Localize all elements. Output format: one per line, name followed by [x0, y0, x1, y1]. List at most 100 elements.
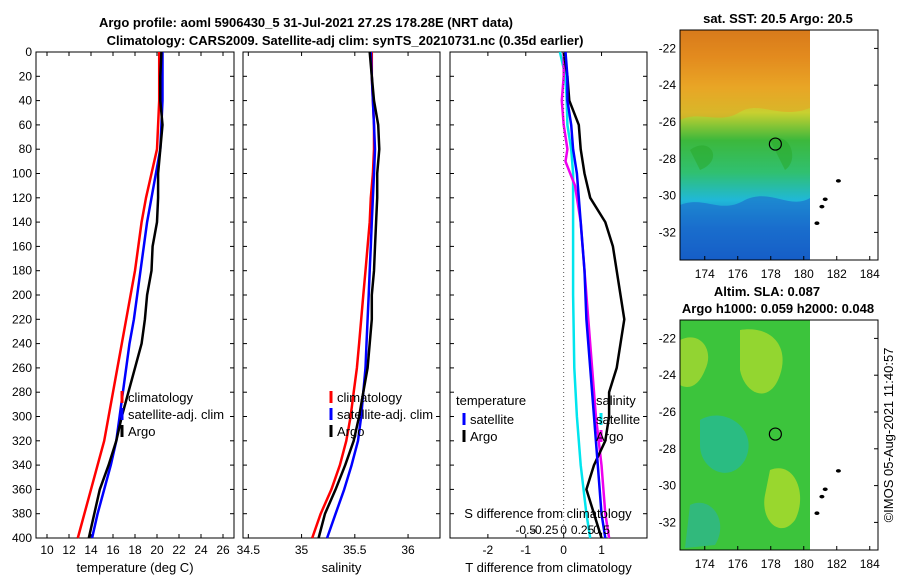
temperature-xtick-label: 12	[62, 543, 76, 557]
sla-map-title-2: Argo h1000: 0.059 h2000: 0.048	[682, 301, 874, 316]
island-mark	[814, 511, 820, 515]
depth-tick-label: 180	[12, 264, 32, 278]
sst_map-ytick-label: -28	[659, 152, 677, 166]
sla_map-xtick-label: 178	[761, 557, 781, 571]
sla_map-ytick-label: -26	[659, 405, 677, 419]
temperature-series-climatology	[76, 52, 161, 539]
depth-tick-label: 380	[12, 507, 32, 521]
sla_map-ytick-label: -24	[659, 368, 677, 382]
salinity-xtick-label: 36	[401, 543, 415, 557]
sla-land-area	[810, 320, 878, 550]
temperature-series-argo	[87, 51, 164, 539]
legend-label: Argo	[596, 429, 623, 444]
sla-map-title-1: Altim. SLA: 0.087	[714, 284, 820, 299]
differences-series-s-argo	[564, 51, 607, 539]
sla_map-xtick-label: 174	[695, 557, 715, 571]
sla_map-xtick-label: 176	[728, 557, 748, 571]
sla_map-frame	[679, 319, 879, 551]
depth-tick-label: 60	[19, 118, 33, 132]
timestamp-footer: ©IMOS 05-Aug-2021 11:40:57	[881, 348, 896, 523]
sla_map-ytick-label: -32	[659, 515, 677, 529]
figure-title-line-1: Argo profile: aoml 5906430_5 31-Jul-2021…	[99, 15, 513, 30]
temperature-xtick-label: 22	[172, 543, 186, 557]
temperature-xtick-label: 20	[150, 543, 164, 557]
sst-map-title: sat. SST: 20.5 Argo: 20.5	[703, 11, 853, 26]
legend-label: satellite	[596, 412, 640, 427]
depth-tick-label: 360	[12, 482, 32, 496]
sla_map-xtick-label: 184	[860, 557, 880, 571]
argo-location-marker	[768, 137, 782, 151]
sst_map-ytick-label: -24	[659, 78, 677, 92]
sla_map-xtick-label: 180	[794, 557, 814, 571]
salinity-difference-tick: -0.5	[515, 523, 536, 537]
salinity-xtick-label: 34.5	[237, 543, 261, 557]
island-mark	[835, 179, 841, 183]
temperature-panel: 0 20 40 60 80 100 120 140 160 180 200 220 240 260 280 3…	[12, 45, 235, 575]
island-mark	[822, 197, 828, 202]
differences-xtick-label: -2	[483, 543, 494, 557]
sla-high-patch-3	[764, 468, 801, 529]
depth-tick-label: 400	[12, 531, 32, 545]
sst_map-frame	[679, 29, 879, 261]
depth-tick-label: 20	[19, 69, 33, 83]
sst-cool-patch	[680, 196, 810, 260]
depth-tick-label: 300	[12, 410, 32, 424]
sst-map-panel: sat. SST: 20.5 Argo: 20.5 174 176 178 180 18…	[659, 11, 880, 281]
differences-xtick-label: -1	[520, 543, 531, 557]
island-mark	[819, 494, 825, 499]
sst_map-xtick-label: 184	[860, 267, 880, 281]
salinity-difference-tick: 0.5	[593, 523, 610, 537]
difference-panel: -2 -1 0 1 T difference from climatology S dif…	[449, 51, 648, 575]
island-mark	[819, 204, 825, 209]
legend-label: satellite-adj. clim	[337, 407, 433, 422]
salinity-difference-tick: -0.25	[531, 523, 559, 537]
temperature-xtick-label: 10	[40, 543, 54, 557]
salinity-difference-tick: 0.25	[571, 523, 595, 537]
legend-label: Argo	[470, 429, 497, 444]
depth-tick-label: 340	[12, 458, 32, 472]
figure-title-line-2: Climatology: CARS2009. Satellite-adj cli…	[107, 33, 584, 48]
salinity-axes-frame	[242, 51, 441, 539]
sst_map-xtick-label: 174	[695, 267, 715, 281]
argo-location-marker	[768, 427, 782, 441]
sla-high-patch-2	[740, 329, 783, 394]
sla-high-patch-1	[680, 337, 709, 387]
temperature-xlabel: temperature (deg C)	[76, 560, 193, 575]
legend-label: climatology	[337, 390, 403, 405]
island-mark	[814, 221, 820, 225]
depth-tick-label: 220	[12, 312, 32, 326]
sst_map-ytick-label: -30	[659, 189, 677, 203]
sla-map-panel: Altim. SLA: 0.087 Argo h1000: 0.059 h200…	[659, 284, 880, 571]
sla_map-xtick-label: 182	[827, 557, 847, 571]
salinity-panel: 34.5 35 35.5 36 salinity climatology satellite…	[237, 51, 441, 575]
salinity-xtick-label: 35	[295, 543, 309, 557]
depth-tick-label: 160	[12, 239, 32, 253]
depth-tick-label: 120	[12, 191, 32, 205]
sla_map-ytick-label: -30	[659, 479, 677, 493]
legend-label: satellite	[470, 412, 514, 427]
temperature-xtick-label: 16	[106, 543, 120, 557]
depth-tick-label: 100	[12, 167, 32, 181]
depth-tick-label: 260	[12, 361, 32, 375]
sst_map-ytick-label: -22	[659, 41, 677, 55]
sst_map-xtick-label: 180	[794, 267, 814, 281]
legend-label: Argo	[128, 424, 155, 439]
sst_map-xtick-label: 182	[827, 267, 847, 281]
sla_map-ytick-label: -22	[659, 331, 677, 345]
sst_map-xtick-label: 178	[761, 267, 781, 281]
depth-tick-label: 140	[12, 215, 32, 229]
sla-low-patch-1	[700, 415, 749, 473]
salinity-difference-label: S difference from climatology	[464, 506, 632, 521]
sst_map-ytick-label: -32	[659, 225, 677, 239]
temperature-axes-frame	[35, 51, 235, 539]
depth-tick-label: 0	[25, 45, 32, 59]
legend-title-salinity: salinity	[596, 393, 636, 408]
sst_map-xtick-label: 176	[728, 267, 748, 281]
temperature-xtick-label: 26	[216, 543, 230, 557]
sst-land-area	[810, 30, 878, 260]
depth-tick-label: 280	[12, 385, 32, 399]
differences-xtick-label: 0	[560, 543, 567, 557]
depth-tick-label: 320	[12, 434, 32, 448]
depth-tick-label: 240	[12, 337, 32, 351]
depth-tick-label: 40	[19, 94, 33, 108]
